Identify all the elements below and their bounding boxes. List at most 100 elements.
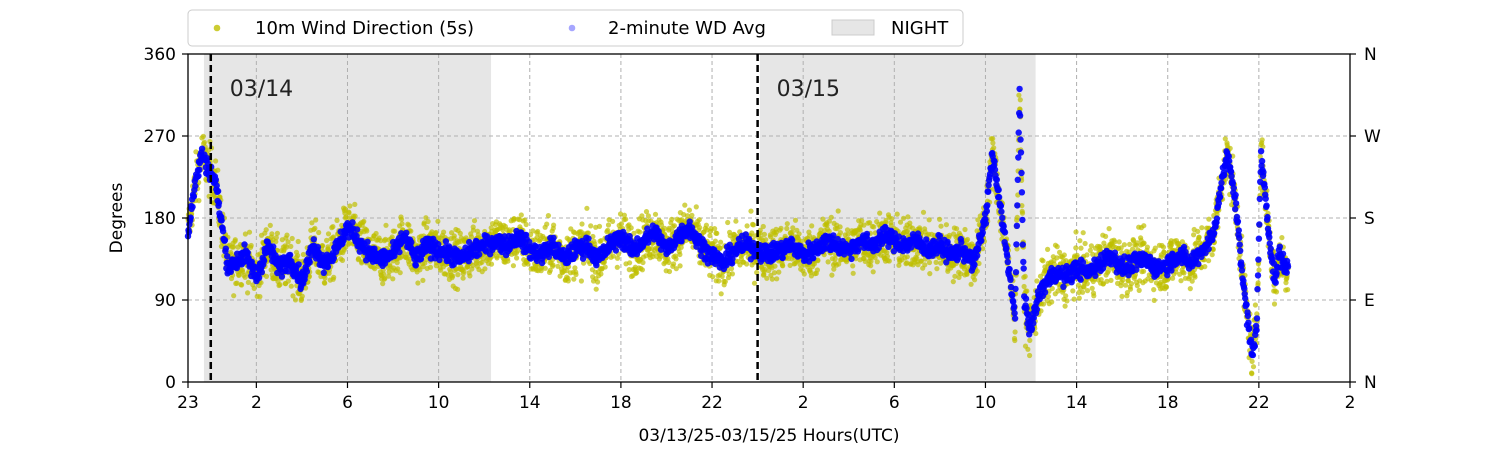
wind-5s-point xyxy=(288,243,294,249)
wind-5s-point xyxy=(964,236,971,243)
wind-5s-point xyxy=(361,218,367,224)
wind-5s-point xyxy=(251,285,257,291)
wind-5s-point xyxy=(236,272,242,278)
wind-5s-point xyxy=(922,262,928,268)
wind-5s-point xyxy=(230,244,236,250)
wd-avg-point xyxy=(284,268,291,275)
wind-5s-point xyxy=(468,234,475,240)
series-2min-avg xyxy=(184,85,1292,359)
wind-5s-point xyxy=(677,251,683,258)
wind-5s-point xyxy=(1049,285,1055,292)
wd-avg-point xyxy=(476,251,483,258)
wind-5s-point xyxy=(1016,92,1022,98)
wind-5s-point xyxy=(703,222,710,228)
wind-5s-point xyxy=(1122,282,1129,288)
wind-5s-point xyxy=(579,221,585,227)
wind-5s-point xyxy=(257,294,263,300)
wind-5s-point xyxy=(837,230,844,236)
wd-avg-point xyxy=(435,240,442,248)
wd-avg-point xyxy=(222,245,229,252)
wind-5s-point xyxy=(862,258,868,264)
wind-5s-point xyxy=(581,260,587,266)
wind-5s-point xyxy=(1161,249,1167,255)
wind-5s-point xyxy=(628,225,634,231)
wind-5s-point xyxy=(324,237,330,243)
wind-5s-point xyxy=(584,205,590,211)
wind-5s-point xyxy=(522,217,528,223)
wind-5s-point xyxy=(658,222,665,228)
wind-5s-point xyxy=(784,225,790,232)
wind-5s-point xyxy=(1090,251,1096,257)
wind-5s-point xyxy=(968,281,974,287)
wind-5s-point xyxy=(1063,293,1069,299)
wind-5s-point xyxy=(1126,249,1132,255)
wind-5s-point xyxy=(719,273,725,279)
wind-5s-point xyxy=(671,223,678,229)
wind-5s-point xyxy=(1119,293,1125,299)
wind-5s-point xyxy=(342,206,348,212)
wind-5s-point xyxy=(1120,277,1126,283)
wind-5s-point xyxy=(831,266,837,272)
wind-5s-point xyxy=(684,213,691,219)
wind-5s-point xyxy=(716,278,722,284)
wind-5s-point xyxy=(829,272,835,278)
wind-5s-point xyxy=(1189,278,1195,284)
wind-5s-point xyxy=(356,256,362,262)
wind-5s-point xyxy=(610,253,617,259)
wind-5s-point xyxy=(874,259,880,265)
wind-5s-point xyxy=(1078,245,1084,251)
wind-5s-point xyxy=(242,231,248,237)
wd-avg-point xyxy=(572,252,579,260)
wind-5s-point xyxy=(593,286,599,292)
wind-5s-point xyxy=(1062,303,1068,309)
wind-5s-point xyxy=(639,267,646,273)
wind-5s-point xyxy=(1202,264,1208,270)
wind-5s-point xyxy=(234,280,240,286)
wind-5s-point xyxy=(201,139,207,145)
wd-avg-point xyxy=(550,234,557,241)
wind-5s-point xyxy=(494,255,500,261)
wind-5s-point xyxy=(1250,364,1257,370)
wind-5s-point xyxy=(844,227,851,233)
wind-5s-point xyxy=(637,229,643,235)
wind-5s-point xyxy=(325,231,332,237)
wind-5s-point xyxy=(682,202,688,208)
wind-5s-point xyxy=(820,216,826,222)
wind-5s-point xyxy=(460,275,466,281)
wind-5s-point xyxy=(958,271,964,277)
wind-5s-point xyxy=(319,243,326,249)
wind-5s-point xyxy=(645,213,652,219)
wind-5s-point xyxy=(787,262,793,268)
wind-5s-point xyxy=(946,232,953,238)
wind-5s-point xyxy=(677,263,683,269)
wind-5s-point xyxy=(1084,288,1091,294)
wind-5s-point xyxy=(666,268,673,275)
wd-avg-point xyxy=(555,241,562,248)
wind-5s-point xyxy=(614,255,621,261)
wind-5s-point xyxy=(1170,275,1176,281)
wd-avg-point xyxy=(190,193,198,200)
wind-5s-point xyxy=(588,223,594,229)
wind-5s-point xyxy=(602,264,608,270)
wind-5s-point xyxy=(274,230,280,236)
wind-5s-point xyxy=(417,267,423,273)
wind-5s-point xyxy=(455,286,461,292)
wind-5s-point xyxy=(1022,273,1028,279)
wind-5s-point xyxy=(850,270,856,276)
wind-5s-point xyxy=(1080,230,1086,236)
wind-5s-point xyxy=(1285,287,1291,293)
wind-5s-point xyxy=(378,238,384,244)
wind-5s-point xyxy=(245,290,251,296)
wd-avg-point xyxy=(310,236,317,243)
wind-5s-point xyxy=(693,204,699,210)
wind-5s-point xyxy=(614,264,620,270)
wind-5s-point xyxy=(330,234,337,240)
wind-5s-point xyxy=(383,222,389,228)
wind-5s-point xyxy=(1012,329,1018,335)
wind-5s-point xyxy=(386,273,392,279)
wind-5s-point xyxy=(1279,235,1285,241)
wind-5s-point xyxy=(780,263,786,269)
wind-5s-point xyxy=(1104,278,1110,284)
wind-5s-point xyxy=(1271,301,1278,307)
wind-5s-point xyxy=(1124,290,1130,296)
